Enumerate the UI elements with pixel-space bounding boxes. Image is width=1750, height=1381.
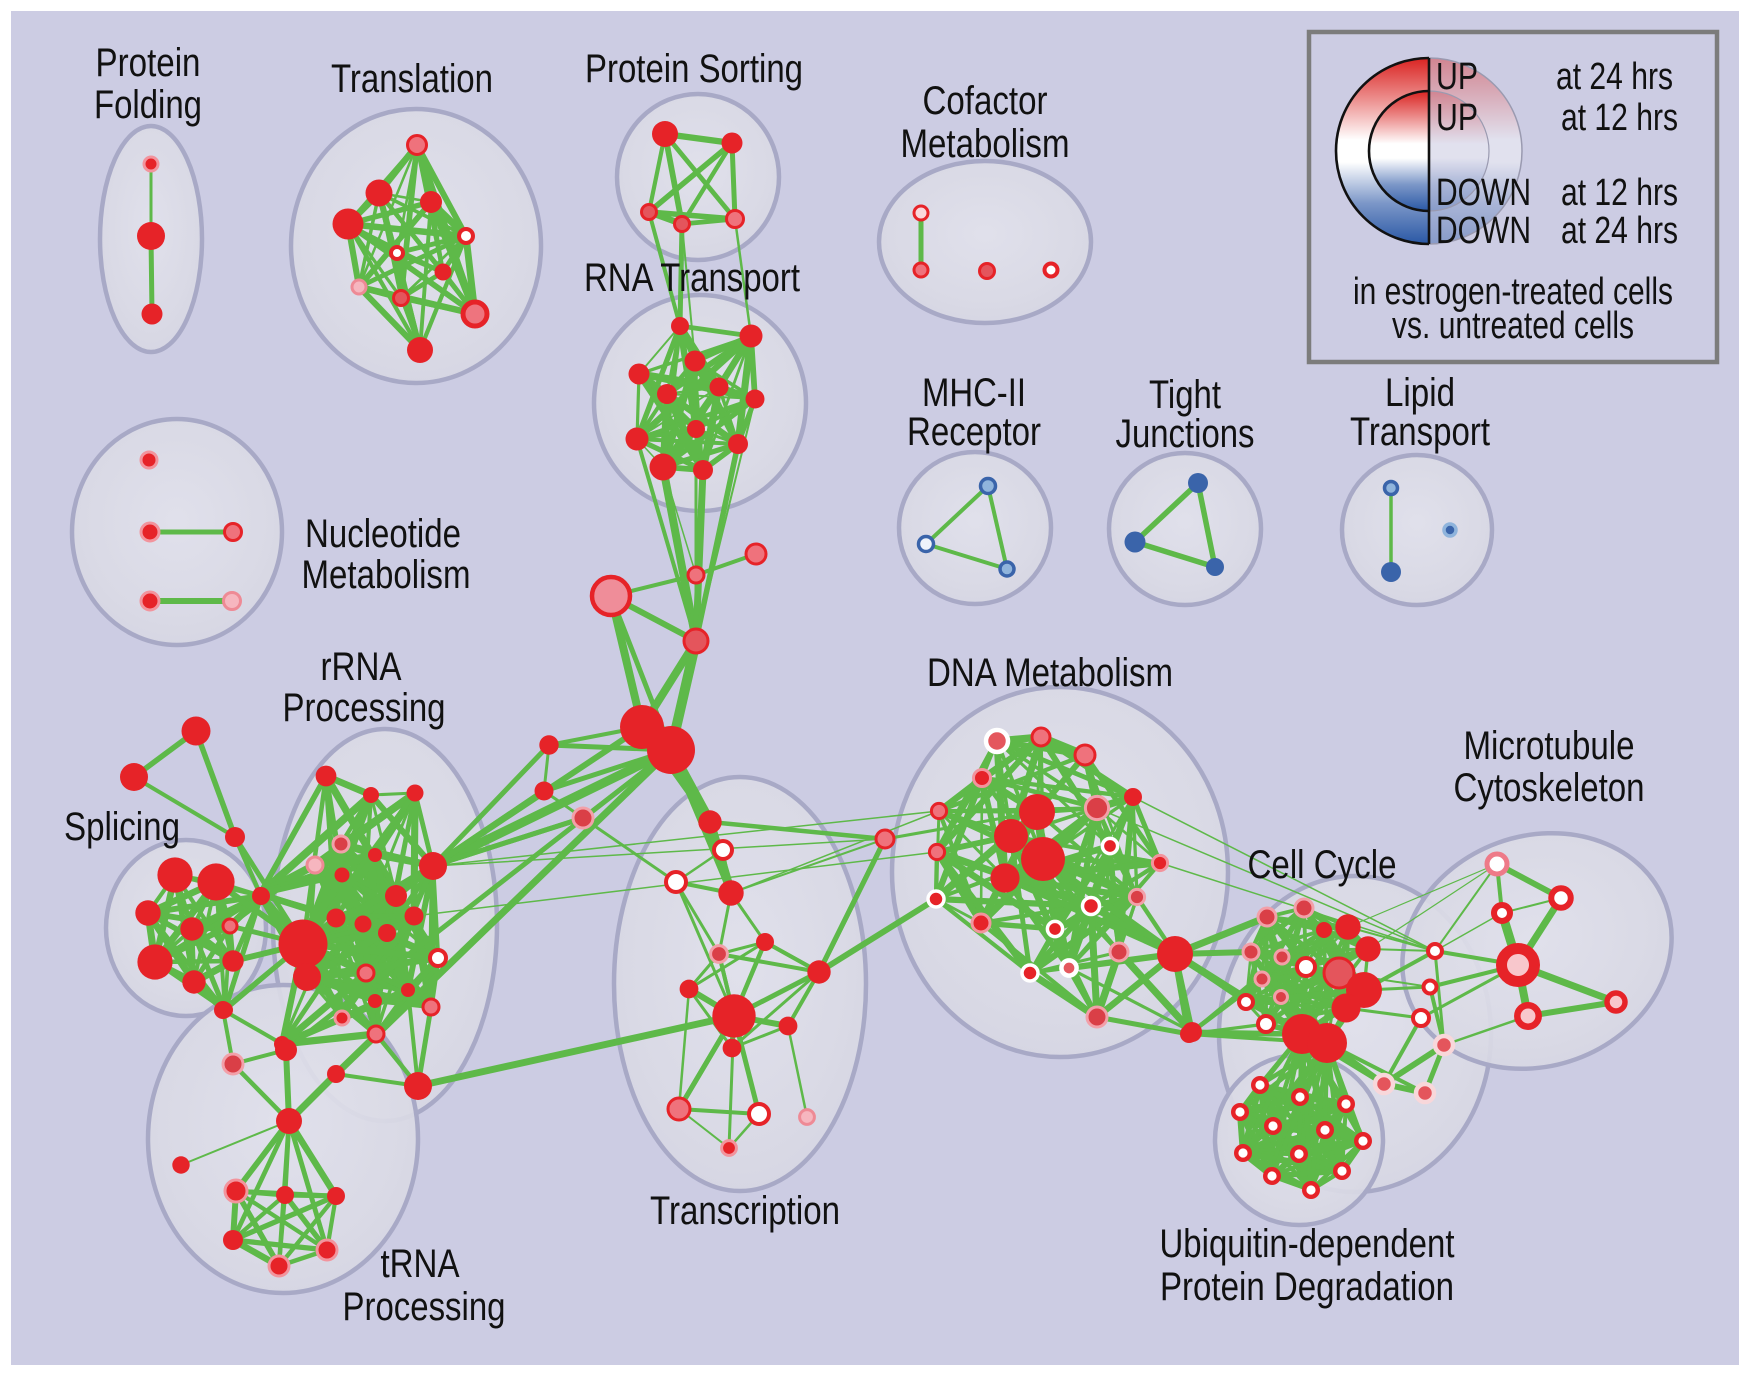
svg-text:vs. untreated cells: vs. untreated cells xyxy=(1392,305,1634,347)
svg-text:at 12 hrs: at 12 hrs xyxy=(1561,97,1678,139)
svg-text:at 24 hrs: at 24 hrs xyxy=(1561,210,1678,252)
svg-text:Lipid: Lipid xyxy=(1385,371,1455,415)
svg-text:Tight: Tight xyxy=(1149,373,1221,417)
svg-text:Microtubule: Microtubule xyxy=(1464,724,1635,768)
svg-text:Protein Degradation: Protein Degradation xyxy=(1160,1265,1454,1309)
svg-text:MHC-II: MHC-II xyxy=(922,371,1026,415)
svg-text:Cytoskeleton: Cytoskeleton xyxy=(1454,766,1645,810)
svg-text:Ubiquitin-dependent: Ubiquitin-dependent xyxy=(1160,1222,1455,1266)
svg-text:in estrogen-treated cells: in estrogen-treated cells xyxy=(1353,271,1673,313)
svg-text:tRNA: tRNA xyxy=(381,1242,460,1286)
svg-text:Cell Cycle: Cell Cycle xyxy=(1248,843,1397,887)
svg-text:Junctions: Junctions xyxy=(1116,412,1255,456)
svg-text:Processing: Processing xyxy=(283,686,446,730)
svg-text:RNA Transport: RNA Transport xyxy=(584,256,800,300)
svg-text:at 24 hrs: at 24 hrs xyxy=(1556,56,1673,98)
svg-text:Splicing: Splicing xyxy=(64,805,180,849)
svg-text:Metabolism: Metabolism xyxy=(302,553,471,597)
svg-text:at 12 hrs: at 12 hrs xyxy=(1561,172,1678,214)
svg-text:UP: UP xyxy=(1436,56,1478,98)
svg-text:Translation: Translation xyxy=(331,57,493,101)
svg-text:rRNA: rRNA xyxy=(321,645,402,689)
svg-text:Nucleotide: Nucleotide xyxy=(305,512,461,556)
svg-text:Protein Sorting: Protein Sorting xyxy=(585,47,803,91)
svg-text:DOWN: DOWN xyxy=(1436,210,1531,252)
svg-text:Transcription: Transcription xyxy=(650,1189,840,1233)
svg-text:Protein: Protein xyxy=(96,41,201,85)
svg-text:Metabolism: Metabolism xyxy=(901,122,1070,166)
svg-text:Folding: Folding xyxy=(94,83,202,127)
svg-text:Cofactor: Cofactor xyxy=(923,79,1048,123)
svg-text:Receptor: Receptor xyxy=(907,410,1041,454)
svg-text:Transport: Transport xyxy=(1350,410,1490,454)
svg-text:Processing: Processing xyxy=(343,1285,506,1329)
svg-text:UP: UP xyxy=(1436,97,1478,139)
svg-text:DNA Metabolism: DNA Metabolism xyxy=(927,651,1173,695)
svg-text:DOWN: DOWN xyxy=(1436,172,1531,214)
